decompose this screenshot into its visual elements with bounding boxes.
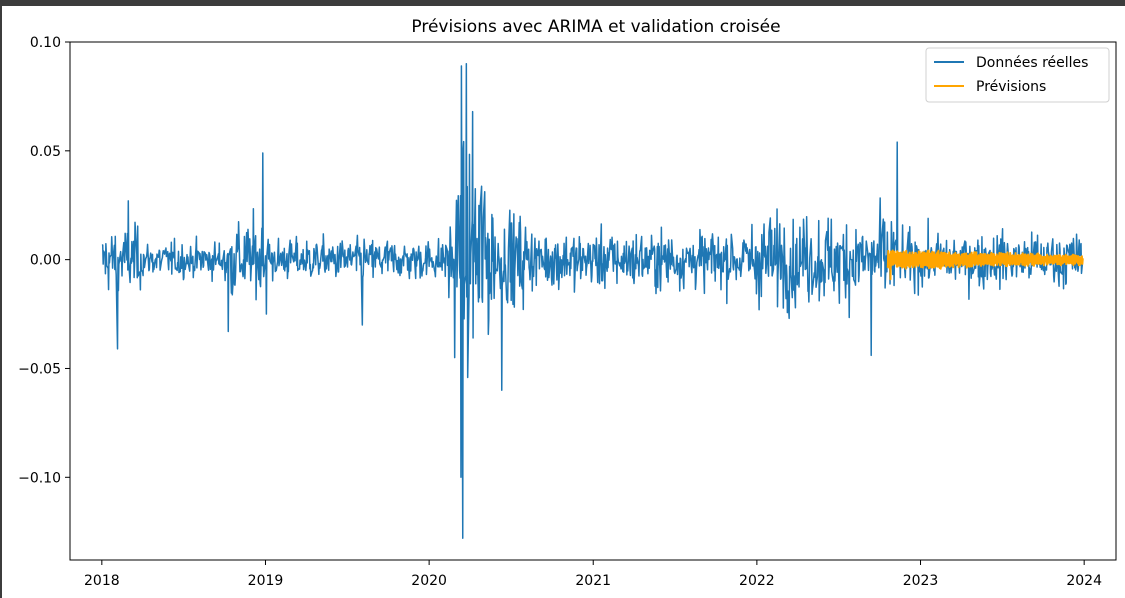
x-tick-label: 2019 — [248, 573, 284, 589]
y-tick-label: 0.00 — [30, 253, 61, 269]
x-axis: 2018 2019 2020 2021 2022 2023 2024 — [84, 560, 1102, 589]
x-tick-label: 2024 — [1066, 573, 1102, 589]
legend-label-donnees-reelles: Données réelles — [976, 55, 1088, 71]
x-tick-label: 2018 — [84, 573, 120, 589]
y-tick-label: −0.10 — [18, 470, 61, 486]
window-left-edge — [0, 0, 2, 598]
legend-box — [925, 47, 1110, 103]
legend-label-previsions: Prévisions — [976, 79, 1046, 95]
x-tick-label: 2022 — [739, 573, 775, 589]
y-tick-label: −0.05 — [18, 361, 61, 377]
window-top-bar — [0, 0, 1125, 6]
x-tick-label: 2020 — [411, 573, 447, 589]
series-line-donnees-reelles — [101, 63, 1084, 539]
x-tick-label: 2023 — [903, 573, 939, 589]
plot-area-frame — [70, 42, 1116, 560]
y-axis: 0.10 0.05 0.00 −0.05 −0.10 — [18, 35, 70, 486]
x-tick-label: 2021 — [575, 573, 611, 589]
series-line-previsions — [886, 249, 1084, 281]
y-tick-label: 0.05 — [30, 144, 61, 160]
legend: Données réelles Prévisions — [925, 47, 1110, 103]
y-tick-label: 0.10 — [30, 35, 61, 51]
chart-title: Prévisions avec ARIMA et validation croi… — [411, 17, 780, 37]
plot-area-border — [69, 41, 1117, 561]
